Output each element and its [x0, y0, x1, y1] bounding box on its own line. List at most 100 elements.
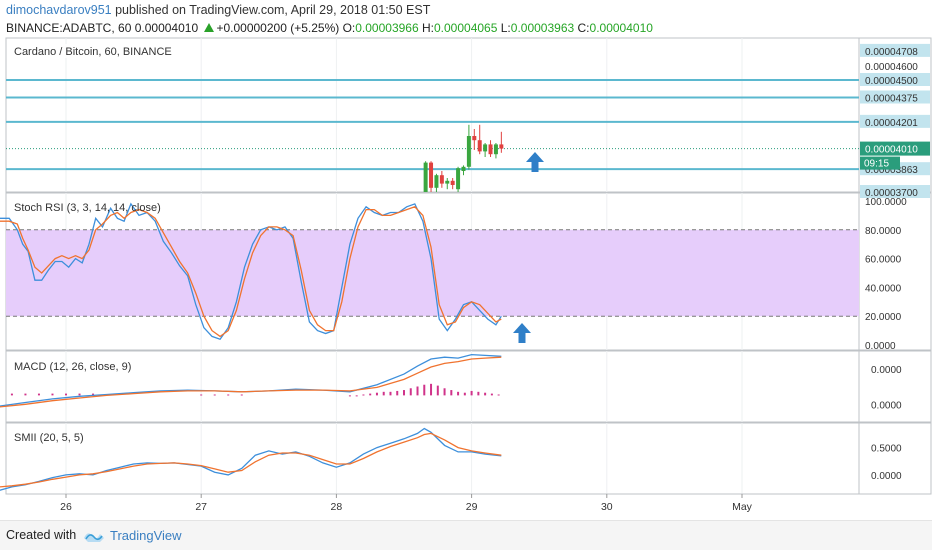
macd-tick-label: 0.0000	[871, 400, 902, 411]
time-tick-label: 26	[60, 501, 72, 513]
macd-histogram-bar	[355, 395, 358, 397]
candle	[499, 144, 504, 149]
price-tick-highlight	[860, 114, 930, 128]
macd-signal-line	[0, 356, 502, 408]
tradingview-logo-icon[interactable]	[82, 526, 106, 544]
candle	[423, 162, 428, 192]
last-price-badge	[860, 141, 930, 156]
price-tick-label: 0.00003700	[865, 188, 918, 199]
price-tick-label: 0.00004708	[865, 47, 918, 58]
stoch-d-line	[0, 206, 502, 338]
macd-histogram-bar	[37, 393, 40, 396]
macd-histogram-bar	[24, 393, 27, 396]
candle	[466, 136, 471, 167]
macd-histogram-bar	[484, 392, 487, 396]
stoch-up-arrow[interactable]	[513, 323, 531, 343]
macd-histogram-bar	[362, 394, 365, 396]
price-axis	[858, 192, 932, 351]
candle	[439, 175, 444, 184]
stoch-tick-label: 80.0000	[865, 226, 902, 237]
smii-tick-label: 0.0000	[871, 471, 902, 482]
open-label: O:	[342, 21, 356, 35]
macd-histogram-bar	[213, 394, 216, 396]
smii-tick-label: 0.5000	[871, 444, 902, 455]
macd-histogram-bar	[382, 391, 385, 396]
stoch-tick-label: 0.0000	[865, 341, 896, 352]
price-axis	[858, 422, 932, 495]
macd-histogram-bar	[463, 392, 466, 396]
countdown-badge-text: 09:15	[864, 159, 889, 170]
price-change: +0.00000200 (+5.25%)	[216, 21, 340, 35]
time-tick-label: May	[732, 501, 753, 513]
candle	[434, 175, 439, 188]
footer-bar: Created with TradingView	[0, 520, 932, 550]
macd-histogram-bar	[375, 392, 378, 396]
price-tick-label: 0.00004375	[865, 94, 918, 105]
pane-frame	[5, 350, 860, 423]
macd-histogram-bar	[92, 393, 95, 396]
price-tick-label: 0.00003863	[865, 165, 918, 176]
macd-histogram-bar	[200, 394, 203, 396]
price-tick-label: 0.00004201	[865, 118, 918, 129]
macd-pane-title: MACD (12, 26, close, 9)	[14, 361, 131, 373]
macd-histogram-bar	[477, 391, 480, 396]
created-with-text: Created with	[6, 528, 77, 542]
macd-tick-label: 0.0000	[871, 365, 902, 376]
macd-histogram-bar	[78, 393, 81, 396]
low-label: L:	[500, 21, 511, 35]
macd-histogram-bar	[416, 386, 419, 396]
candle	[450, 180, 455, 185]
macd-histogram-bar	[490, 393, 493, 396]
header-line-1: dimochavdarov951 published on TradingVie…	[6, 3, 430, 17]
macd-histogram-bar	[369, 393, 372, 396]
candle	[483, 144, 488, 152]
macd-histogram-bar	[65, 393, 67, 396]
macd-histogram-bar	[396, 390, 399, 396]
candle	[461, 166, 466, 171]
price-tick-highlight	[860, 90, 930, 104]
price-tick-label: 0.00004600	[865, 62, 918, 73]
macd-histogram-bar	[497, 394, 500, 396]
close-value: 0.00004010	[589, 21, 653, 35]
stoch-tick-label: 40.0000	[865, 283, 902, 294]
macd-histogram-bar	[51, 393, 54, 396]
macd-histogram-bar	[436, 385, 439, 396]
low-value: 0.00003963	[510, 21, 575, 35]
macd-histogram-bar	[389, 391, 392, 396]
candle	[488, 144, 493, 155]
candle	[477, 140, 482, 152]
countdown-badge	[860, 156, 900, 170]
symbol-label: BINANCE:ADABTC, 60	[6, 21, 132, 35]
price-up-arrow[interactable]	[526, 152, 544, 172]
chart-area[interactable]: 0.00004708 0.00004600 0.00004500 0.00004375…	[0, 0, 932, 520]
tradingview-brand[interactable]: TradingView	[110, 528, 182, 543]
author-link[interactable]: dimochavdarov951	[6, 3, 112, 17]
arrow-up-icon	[513, 323, 531, 343]
pane-title-bg	[10, 44, 190, 58]
time-tick-label: 27	[195, 501, 207, 513]
candle	[456, 168, 461, 190]
candle	[493, 144, 498, 155]
high-value: 0.00004065	[434, 21, 498, 35]
stoch-tick-label: 60.0000	[865, 255, 902, 266]
stoch-pane-title: Stoch RSI (3, 3, 14, 14, close)	[14, 202, 161, 214]
macd-histogram-bar	[409, 388, 412, 396]
macd-line	[0, 353, 502, 407]
price-axis	[858, 350, 932, 423]
macd-histogram-bar	[348, 395, 351, 397]
macd-histogram-bar	[227, 394, 230, 396]
price-tick-highlight	[860, 73, 930, 86]
up-triangle-icon	[204, 23, 215, 32]
macd-histogram-bar	[403, 390, 405, 396]
stoch-k-line	[0, 202, 502, 340]
price-tick-highlight	[860, 43, 930, 57]
macd-histogram-bar	[423, 384, 426, 396]
time-tick-label: 29	[466, 501, 478, 513]
smii-signal-line	[0, 432, 502, 488]
published-text: published on TradingView.com, April 29, …	[115, 3, 431, 17]
stoch-tick-label: 100.0000	[865, 197, 907, 208]
high-label: H:	[422, 21, 434, 35]
macd-histogram-bar	[450, 390, 453, 396]
macd-histogram-bar	[10, 393, 13, 396]
close-label: C:	[577, 21, 590, 35]
